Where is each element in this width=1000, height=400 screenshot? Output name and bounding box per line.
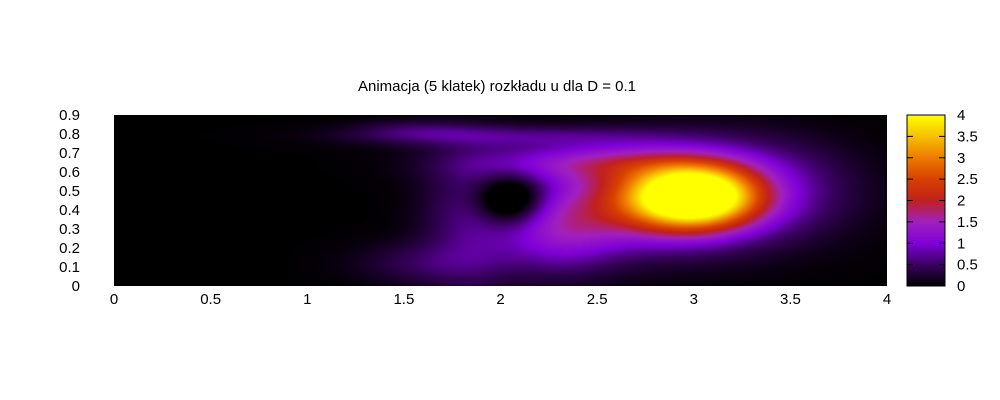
colorbar-tick-label: 3 [957,150,965,167]
x-tick-label: 3.5 [780,291,801,308]
y-tick-label: 0.8 [59,126,80,143]
colorbar: 0 0.5 1 1.5 2 2.5 3 3.5 4 [906,107,978,295]
x-tick-label: 3 [690,291,698,308]
y-tick-label: 0.6 [59,164,80,181]
y-tick-label: 0.1 [59,259,80,276]
colorbar-tick-label: 2.5 [957,171,978,188]
x-tick-label: 2.5 [587,291,608,308]
colorbar-tick-label: 1 [957,235,965,252]
colorbar-tick-label: 0 [957,278,965,295]
x-tick-label: 0 [110,291,118,308]
x-tick-label: 0.5 [200,291,221,308]
x-tick-label: 2 [496,291,504,308]
y-tick-label: 0.7 [59,145,80,162]
x-tick-label: 1.5 [393,291,414,308]
x-tick-label: 4 [883,291,891,308]
y-tick-label: 0.9 [59,107,80,124]
colorbar-tick-label: 1.5 [957,214,978,231]
y-tick-label: 0 [72,278,80,295]
y-tick-label: 0.3 [59,221,80,238]
x-tick-label: 1 [303,291,311,308]
y-tick-label: 0.2 [59,240,80,257]
y-tick-label: 0.4 [59,202,80,219]
chart-title: Animacja (5 klatek) rozkładu u dla D = 0… [358,78,636,95]
y-tick-label: 0.5 [59,183,80,200]
y-axis: 0 0.1 0.2 0.3 0.4 0.5 0.6 0.7 0.8 0.9 [59,107,80,295]
colorbar-tick-label: 3.5 [957,128,978,145]
x-axis: 0 0.5 1 1.5 2 2.5 3 3.5 4 [110,291,891,308]
colorbar-ticks: 0 0.5 1 1.5 2 2.5 3 3.5 4 [907,107,978,295]
plot-area [114,115,887,286]
colorbar-tick-label: 4 [957,107,965,124]
colorbar-tick-label: 0.5 [957,257,978,274]
colorbar-gradient [906,114,946,287]
heatmap-field [114,115,887,286]
colorbar-tick-label: 2 [957,193,965,210]
